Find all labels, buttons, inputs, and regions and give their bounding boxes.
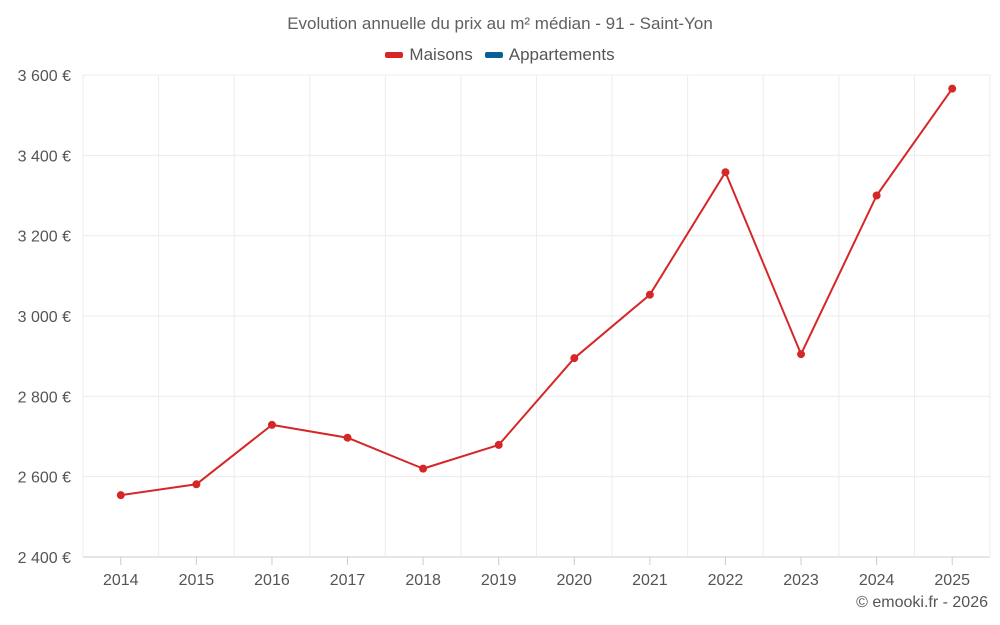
x-tick-label: 2022 [708,572,744,589]
credit-text: © emooki.fr - 2026 [856,594,988,611]
x-tick-label: 2016 [254,572,290,589]
data-point [419,464,428,473]
x-tick-label: 2021 [632,572,668,589]
x-tick-label: 2024 [859,572,895,589]
data-point [645,290,654,299]
legend-label-appartements: Appartements [508,45,615,64]
legend-label-maisons: Maisons [409,45,473,64]
y-tick-label: 3 600 € [18,68,71,85]
data-point [494,440,503,449]
x-tick-label: 2025 [934,572,970,589]
data-point [948,84,957,93]
y-tick-label: 2 400 € [18,550,71,567]
series-line-maisons [120,88,954,497]
x-tick-label: 2015 [179,572,215,589]
y-tick-label: 3 000 € [18,309,71,326]
y-tick-label: 3 200 € [18,229,71,246]
y-tick-label: 3 400 € [18,148,71,165]
data-point [872,191,881,200]
legend-swatch-appartements [484,52,503,58]
legend: Maisons Appartements [0,45,1000,65]
x-tick-label: 2020 [556,572,592,589]
x-tick-label: 2019 [481,572,517,589]
legend-swatch-maisons [385,52,404,58]
data-point [267,420,276,429]
y-tick-label: 2 800 € [18,389,71,406]
data-point [721,168,730,177]
data-point [343,433,352,442]
legend-item-appartements[interactable]: Appartements [484,45,615,65]
data-point [570,354,579,363]
x-tick-label: 2018 [405,572,441,589]
chart-title: Evolution annuelle du prix au m² médian … [287,14,713,33]
x-tick-label: 2017 [330,572,366,589]
data-point [192,480,201,489]
data-point [797,350,806,359]
legend-item-maisons[interactable]: Maisons [385,45,473,65]
data-point [116,491,125,500]
y-tick-label: 2 600 € [18,470,71,487]
x-tick-label: 2023 [783,572,819,589]
x-tick-label: 2014 [103,572,139,589]
